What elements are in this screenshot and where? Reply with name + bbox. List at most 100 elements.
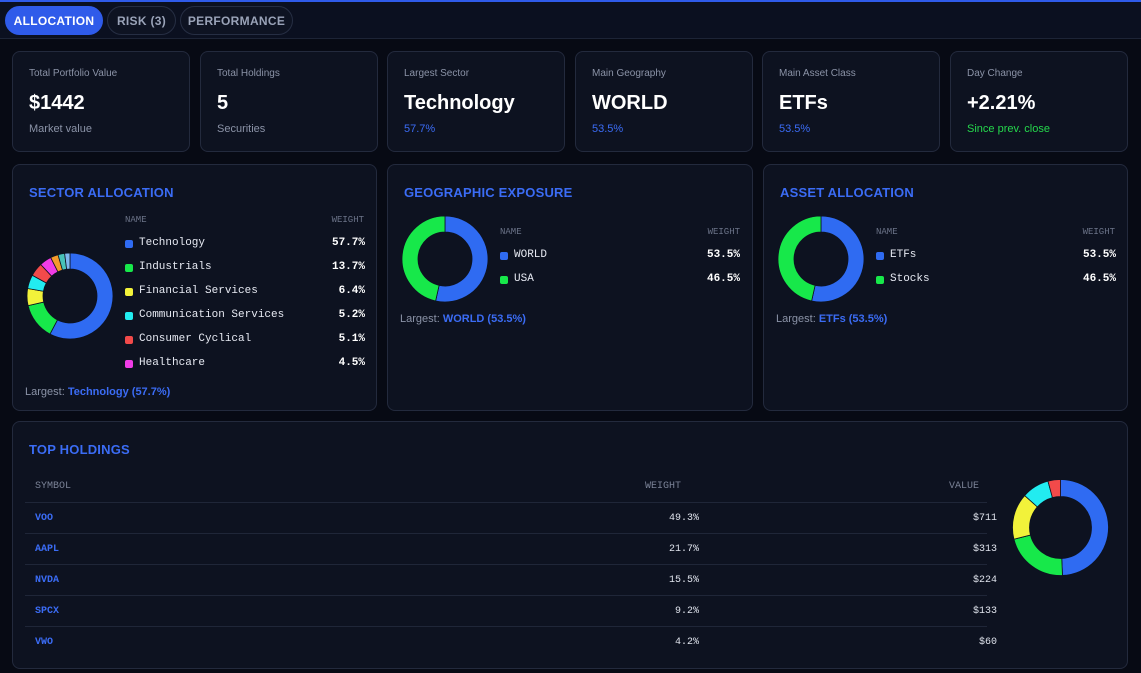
donut-slice-etfs [811,216,864,302]
stat-sub: 53.5% [592,123,624,135]
largest-value: WORLD (53.5%) [442,313,526,325]
legend-label: Stocks [890,273,930,285]
legend-value: 46.5% [1082,273,1116,285]
stat-label: Main Asset Class [779,68,856,79]
tab-bar: ALLOCATION RISK (3) PERFORMANCE [0,2,1141,39]
panel-title: ASSET ALLOCATION [780,185,914,200]
legend-item: ETFs 53.5% [876,249,1116,263]
legend-item: Communication Services 5.2% [125,309,365,323]
tab-performance[interactable]: PERFORMANCE [180,6,293,35]
tab-allocation[interactable]: ALLOCATION [5,6,103,35]
legend-swatch [125,312,133,320]
holding-value: $711 [972,513,997,524]
donut-slice-aapl [1013,534,1063,576]
holding-symbol[interactable]: VOO [35,513,54,524]
stat-card-total-holdings: Total Holdings 5 Securities [200,51,378,152]
stat-sub: 57.7% [404,123,436,135]
donut-slice-usa [402,216,446,302]
stat-label: Total Portfolio Value [29,68,118,79]
largest-note: Largest: Technology (57.7%) [25,386,170,398]
stat-sub: Securities [217,123,266,135]
legend-label: Consumer Cyclical [139,333,252,345]
stat-value: WORLD [592,92,668,114]
legend-swatch [500,252,508,260]
holding-value: $224 [972,575,997,586]
col-head-name: NAME [125,215,147,225]
holdings-donut-chart [1012,479,1109,576]
col-head-value: VALUE [949,481,980,492]
sector-donut-chart [27,253,113,339]
holding-value: $60 [978,637,997,648]
col-head-name: NAME [500,227,522,237]
stat-label: Total Holdings [217,68,280,79]
geographic-exposure-panel: GEOGRAPHIC EXPOSURE NAME WEIGHT WORLD 53… [387,164,753,411]
legend-swatch [125,264,133,272]
col-head-name: NAME [876,227,898,237]
legend-swatch [125,288,133,296]
stat-card-main-geography: Main Geography WORLD 53.5% [575,51,753,152]
table-row[interactable]: AAPL 21.7% $313 [25,533,997,564]
donut-slice-voo [1060,479,1109,576]
stat-value: ETFs [779,92,828,114]
panel-title: TOP HOLDINGS [29,442,130,457]
holding-value: $133 [972,606,997,617]
col-head-weight: WEIGHT [645,481,682,492]
tab-risk[interactable]: RISK (3) [107,6,176,35]
table-row[interactable]: VWO 4.2% $60 [25,626,997,657]
stat-value: $1442 [29,92,85,114]
top-accent-line [0,0,1141,2]
largest-label: Largest: [25,386,65,398]
table-row[interactable]: NVDA 15.5% $224 [25,564,997,595]
legend-value: 46.5% [706,273,740,285]
legend-item: Healthcare 4.5% [125,357,365,371]
largest-value: Technology (57.7%) [67,386,171,398]
stat-card-portfolio-value: Total Portfolio Value $1442 Market value [12,51,190,152]
donut-slice-vwo [1047,479,1061,499]
holding-symbol[interactable]: NVDA [35,575,60,586]
legend-item: Financial Services 6.4% [125,285,365,299]
largest-label: Largest: [776,313,816,325]
holding-weight: 4.2% [674,637,699,648]
legend-swatch [125,240,133,248]
stat-label: Day Change [967,68,1023,79]
holding-symbol[interactable]: AAPL [35,544,60,555]
legend-swatch [125,360,133,368]
panel-title: SECTOR ALLOCATION [29,185,174,200]
top-holdings-panel: TOP HOLDINGS SYMBOL WEIGHT VALUE VOO 49.… [12,421,1128,669]
panel-title: GEOGRAPHIC EXPOSURE [404,185,573,200]
table-row[interactable]: VOO 49.3% $711 [25,502,997,533]
holding-symbol[interactable]: VWO [35,637,54,648]
sector-allocation-panel: SECTOR ALLOCATION NAME WEIGHT Technology… [12,164,377,411]
legend-label: Healthcare [139,357,206,369]
donut-slice-world [435,216,488,302]
legend-value: 4.5% [338,357,365,369]
stat-value: Technology [404,92,515,114]
holding-weight: 21.7% [668,544,699,555]
stat-sub: Market value [29,123,92,135]
largest-value: ETFs (53.5%) [818,313,888,325]
legend-label: Technology [139,237,206,249]
legend-value: 57.7% [331,237,365,249]
holding-value: $313 [972,544,997,555]
legend-swatch [500,276,508,284]
legend-label: ETFs [890,249,917,261]
stat-card-largest-sector: Largest Sector Technology 57.7% [387,51,565,152]
legend-value: 6.4% [338,285,365,297]
legend-label: USA [514,273,534,285]
holding-symbol[interactable]: SPCX [35,606,60,617]
col-head-weight: WEIGHT [1082,227,1115,237]
stat-value: +2.21% [967,92,1036,114]
stat-value: 5 [217,92,229,114]
legend-value: 53.5% [1082,249,1116,261]
stat-label: Largest Sector [404,68,470,79]
legend-item: Industrials 13.7% [125,261,365,275]
legend-label: Industrials [139,261,212,273]
legend-swatch [876,252,884,260]
stat-sub: 53.5% [779,123,811,135]
col-head-symbol: SYMBOL [35,481,72,492]
table-row[interactable]: SPCX 9.2% $133 [25,595,997,626]
legend-label: Communication Services [139,309,285,321]
legend-item: Consumer Cyclical 5.1% [125,333,365,347]
largest-note: Largest: WORLD (53.5%) [400,313,526,325]
col-head-weight: WEIGHT [331,215,364,225]
